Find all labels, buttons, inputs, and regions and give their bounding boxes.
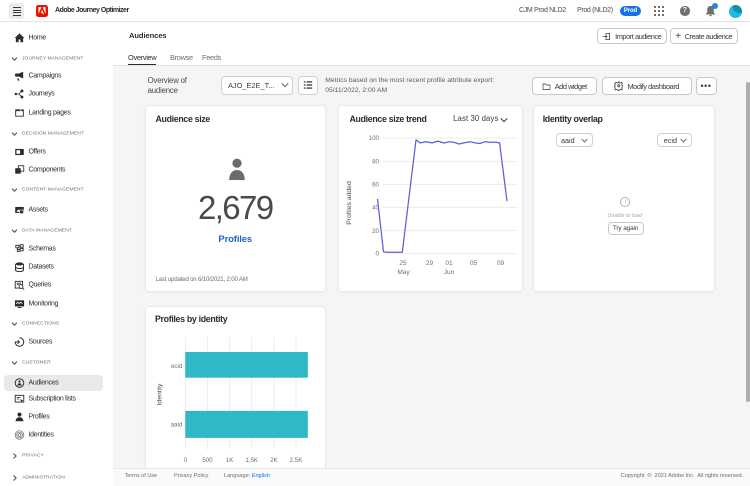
svg-text:1K: 1K	[226, 457, 234, 464]
svg-text:Profiles added: Profiles added	[346, 181, 353, 225]
svg-text:Identity: Identity	[157, 382, 164, 405]
svg-text:2.5K: 2.5K	[290, 457, 304, 464]
svg-text:05: 05	[469, 260, 477, 267]
svg-text:60: 60	[372, 182, 379, 189]
svg-text:Jun: Jun	[443, 269, 454, 276]
svg-text:29: 29	[425, 260, 433, 267]
svg-text:ecid: ecid	[171, 363, 183, 370]
svg-text:500: 500	[202, 457, 213, 464]
svg-text:0: 0	[184, 457, 188, 464]
svg-text:May: May	[397, 269, 410, 276]
svg-text:100: 100	[368, 135, 379, 142]
svg-text:aaid: aaid	[171, 421, 183, 428]
svg-text:20: 20	[372, 228, 379, 235]
svg-text:40: 40	[372, 205, 379, 212]
svg-text:0: 0	[375, 251, 379, 258]
svg-text:25: 25	[399, 260, 407, 267]
svg-text:2K: 2K	[270, 457, 278, 464]
svg-text:09: 09	[496, 260, 504, 267]
svg-text:80: 80	[372, 159, 379, 166]
svg-text:1.5K: 1.5K	[245, 457, 259, 464]
svg-text:01: 01	[445, 260, 453, 267]
